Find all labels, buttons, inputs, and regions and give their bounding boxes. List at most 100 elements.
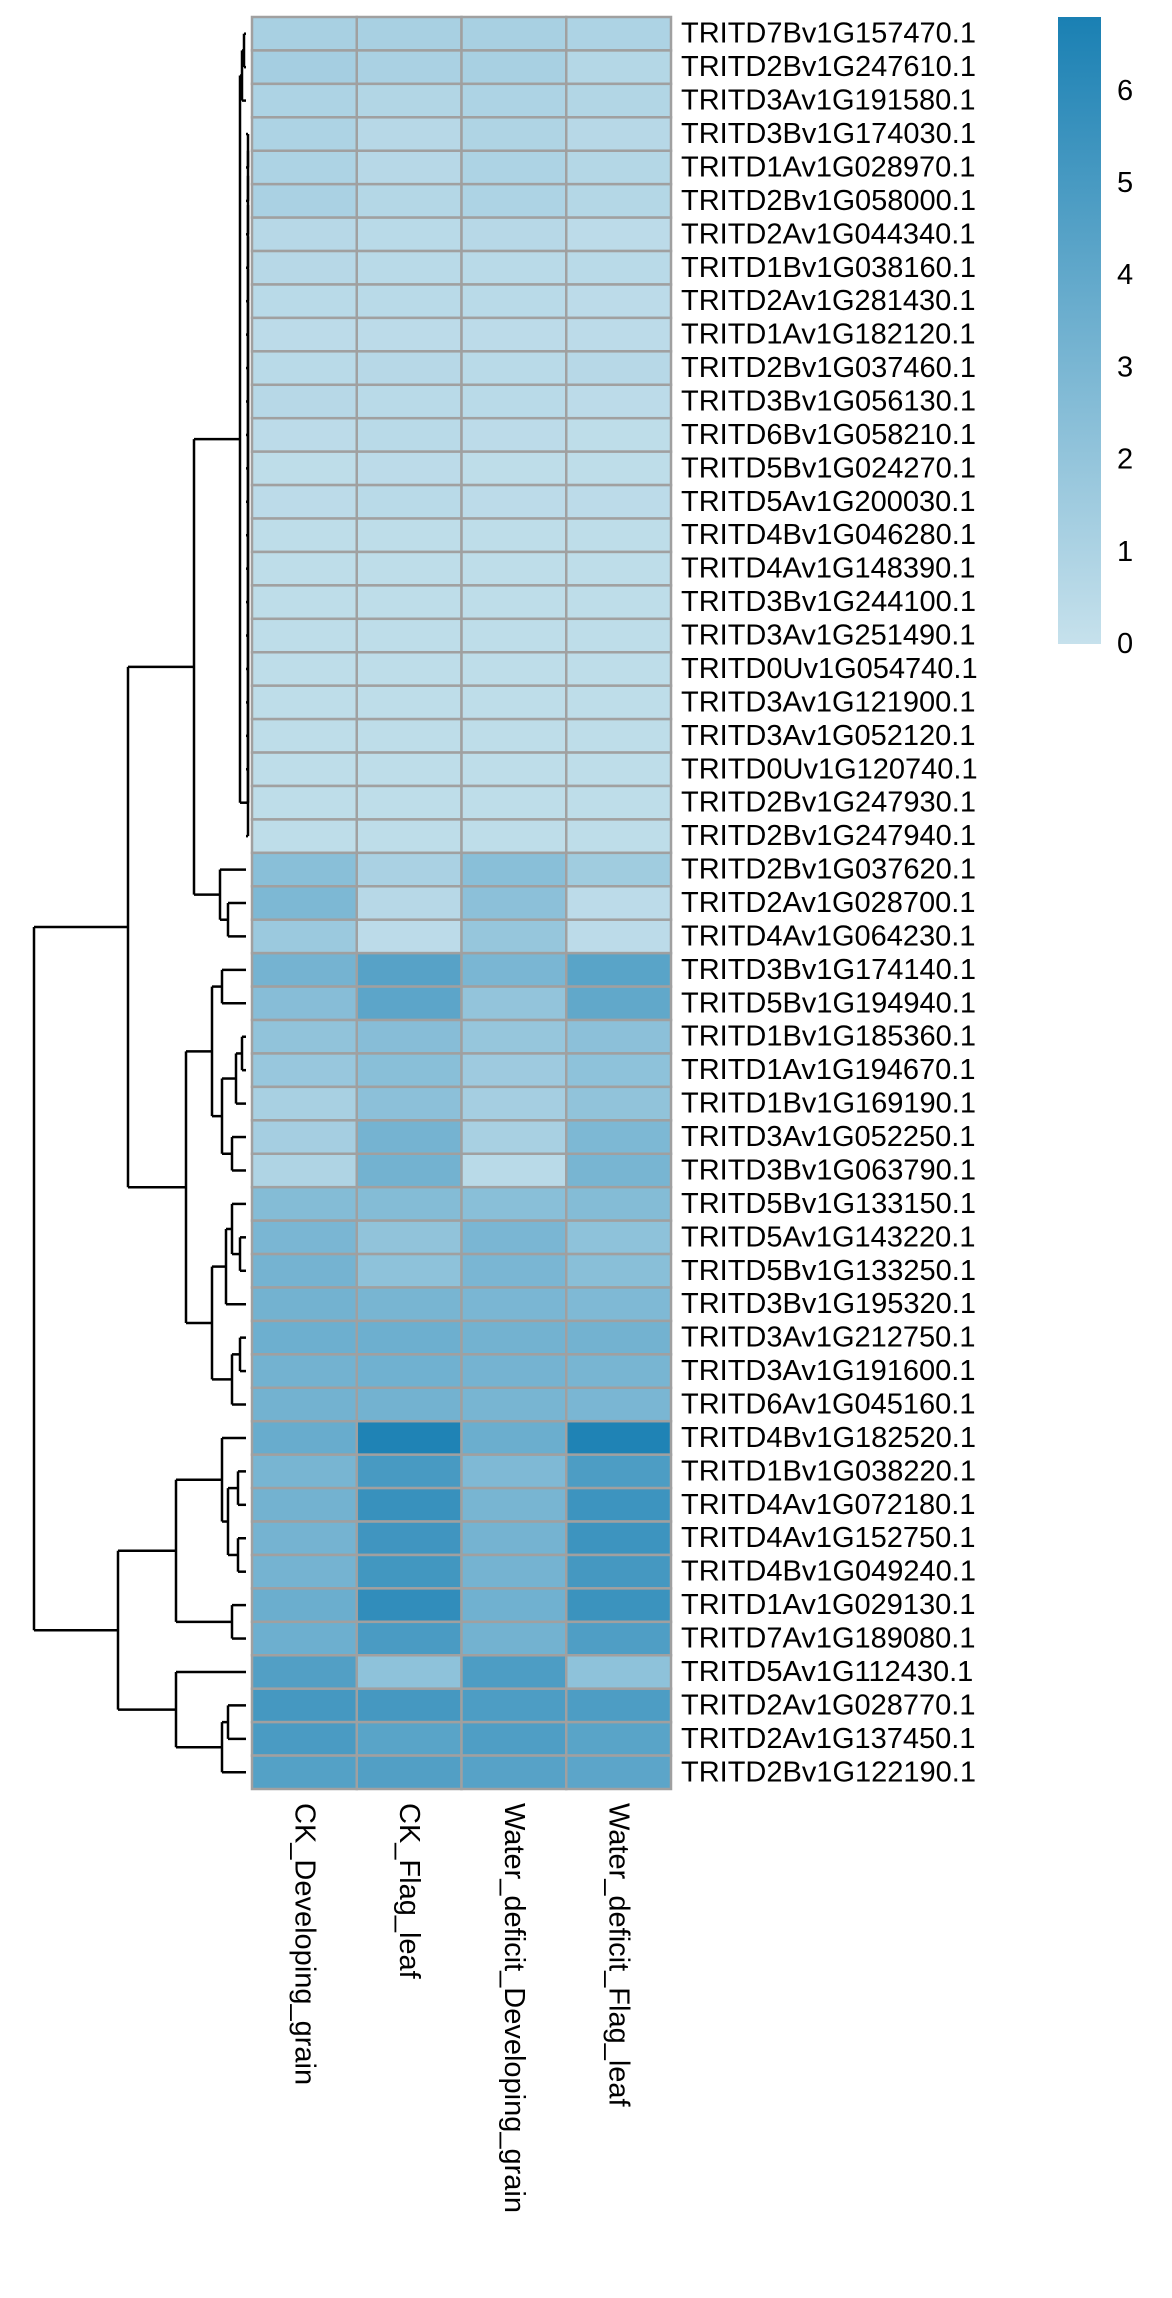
heatmap-cell	[355, 1754, 463, 1791]
heatmap-cell	[460, 283, 568, 320]
row-label: TRITD2Av1G137450.1	[681, 1723, 975, 1755]
row-label: TRITD2Bv1G247610.1	[681, 51, 976, 83]
heatmap-cell	[250, 182, 358, 219]
heatmap-cell	[250, 885, 358, 921]
row-label: TRITD2Av1G044340.1	[681, 218, 975, 250]
heatmap-cell	[565, 450, 673, 487]
heatmap-cell	[460, 885, 568, 921]
heatmap-cell	[460, 1018, 568, 1055]
color-legend-ticks: 0 1 2 3 4 5 6	[1117, 75, 1133, 660]
row-label: TRITD2Bv1G247930.1	[681, 787, 976, 819]
heatmap-cell	[565, 116, 673, 152]
column-label: CK_Developing_grain	[288, 1803, 320, 2085]
heatmap-cell	[355, 985, 463, 1022]
heatmap-cell	[460, 1654, 568, 1690]
row-label: TRITD0Uv1G054740.1	[681, 653, 978, 685]
heatmap-cell	[355, 1185, 463, 1222]
heatmap-cell	[565, 1687, 673, 1724]
heatmap-cell	[460, 483, 568, 520]
heatmap-cell	[250, 416, 358, 453]
heatmap-cell	[250, 1620, 358, 1657]
heatmap-cell	[460, 684, 568, 721]
heatmap-cell	[250, 951, 358, 988]
row-label: TRITD3Av1G191600.1	[681, 1355, 975, 1387]
heatmap-cell	[565, 517, 673, 554]
heatmap-cell	[565, 885, 673, 921]
heatmap-cell	[565, 1286, 673, 1323]
heatmap-cell	[355, 149, 463, 186]
heatmap-cell	[565, 818, 673, 855]
heatmap-cell	[460, 350, 568, 387]
row-label: TRITD1Bv1G038160.1	[681, 252, 976, 284]
heatmap-cell	[250, 717, 358, 754]
heatmap-cell	[355, 650, 463, 687]
color-legend-tick-label: 6	[1117, 75, 1133, 107]
row-label: TRITD3Bv1G063790.1	[681, 1154, 976, 1186]
heatmap-cell	[250, 818, 358, 855]
heatmap-cell	[460, 1486, 568, 1523]
heatmap-cell	[355, 1252, 463, 1289]
heatmap-cell	[565, 1119, 673, 1156]
row-label: TRITD4Av1G064230.1	[681, 920, 975, 952]
row-label: TRITD3Av1G212750.1	[681, 1322, 975, 1354]
heatmap-cell	[565, 1219, 673, 1256]
heatmap-cell	[250, 450, 358, 487]
row-label: TRITD3Av1G251490.1	[681, 620, 975, 652]
heatmap-cell	[460, 1754, 568, 1791]
row-label: TRITD2Av1G281430.1	[681, 285, 975, 317]
heatmap-cell	[250, 1520, 358, 1557]
heatmap-cell	[250, 1687, 358, 1724]
heatmap-cell	[460, 751, 568, 788]
heatmap-cell	[250, 216, 358, 253]
row-label: TRITD1Bv1G169190.1	[681, 1088, 976, 1120]
heatmap-cell	[565, 550, 673, 587]
heatmap-cell	[460, 951, 568, 988]
heatmap-cell	[565, 249, 673, 286]
heatmap-cell	[355, 1286, 463, 1323]
heatmap-cell	[565, 49, 673, 86]
heatmap-cell	[250, 784, 358, 821]
color-legend-tick-label: 4	[1117, 259, 1133, 291]
heatmap-cell	[355, 1386, 463, 1423]
heatmap-cell	[565, 1720, 673, 1757]
heatmap-cell	[355, 1018, 463, 1055]
heatmap-cell	[565, 1085, 673, 1122]
heatmap-cell	[355, 818, 463, 855]
heatmap-cell	[355, 1419, 463, 1456]
heatmap-cell	[250, 82, 358, 119]
row-label: TRITD1Bv1G038220.1	[681, 1455, 976, 1487]
heatmap-cell	[460, 1319, 568, 1356]
heatmap-cell	[355, 216, 463, 253]
heatmap-cell	[565, 918, 673, 955]
heatmap-cell	[250, 1018, 358, 1055]
heatmap-cell	[565, 1319, 673, 1356]
heatmap-cell	[460, 1520, 568, 1557]
heatmap-cell	[250, 650, 358, 687]
heatmap-cell	[355, 1620, 463, 1657]
heatmap-cell	[565, 1052, 673, 1089]
heatmap-cell	[355, 951, 463, 988]
heatmap-cell	[355, 1587, 463, 1624]
row-labels: TRITD7Bv1G157470.1TRITD2Bv1G247610.1TRIT…	[681, 18, 978, 1789]
heatmap-cell	[565, 1520, 673, 1557]
row-label: TRITD2Bv1G058000.1	[681, 185, 976, 217]
heatmap-cell	[460, 1052, 568, 1089]
heatmap-cell	[565, 784, 673, 821]
color-legend-tick-label: 1	[1117, 536, 1133, 568]
row-label: TRITD4Av1G072180.1	[681, 1489, 975, 1521]
heatmap-cell	[355, 717, 463, 754]
heatmap-cell	[565, 216, 673, 253]
heatmap-cell	[355, 1720, 463, 1757]
heatmap-cell	[565, 316, 673, 353]
heatmap-cell	[355, 1520, 463, 1557]
color-legend-tick-label: 0	[1117, 628, 1133, 660]
heatmap-cell	[460, 1185, 568, 1222]
heatmap-cell	[250, 383, 358, 420]
row-label: TRITD3Av1G191580.1	[681, 85, 975, 117]
heatmap-cell	[460, 617, 568, 654]
heatmap-cell	[355, 784, 463, 821]
heatmap-cell	[250, 1119, 358, 1156]
color-legend: 0 1 2 3 4 5 6	[1058, 17, 1133, 660]
heatmap-cell	[250, 584, 358, 621]
